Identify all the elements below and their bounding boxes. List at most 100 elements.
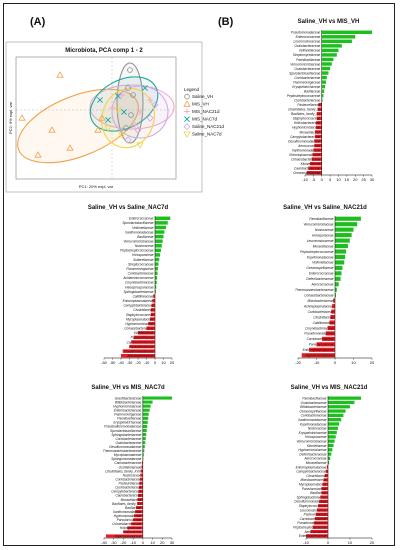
chart2-bar-30 (121, 353, 155, 358)
pca-point-mis-vh-6 (34, 151, 42, 158)
pca-point-saline-nac21d-0 (146, 114, 154, 122)
pca-point-saline-nac7d-3 (114, 107, 122, 114)
chart3-bar-21 (325, 331, 335, 336)
chart5-bar-25 (318, 504, 328, 508)
chart2-category-label-29: Pseudomonadaceae (124, 349, 153, 353)
pca-point-mis-nac21d-0 (119, 92, 125, 98)
pca-point-mis-vh-5 (98, 114, 106, 121)
chart5-category-label-22: Bacillaceae (310, 491, 327, 495)
chart1-bar-29 (310, 161, 322, 166)
chart3-category-label-19: Caldilineaceae (313, 321, 334, 325)
chart5-bar-16 (326, 465, 328, 469)
chart5-bar-29 (313, 521, 328, 525)
chart5-category-label-6: Kopriimonadaceae (300, 422, 327, 426)
chart5-bar-18 (324, 473, 328, 478)
chart1-category-label-24: Desulfuromonadaceae (288, 139, 320, 143)
chart1-bar-0 (321, 30, 372, 34)
pca-legend-label-3: MIS_NAC7d (192, 117, 218, 122)
chart3-category-label-20: Corynebacteriaceae (305, 326, 334, 330)
pca-point-mis-nac7d-1 (115, 93, 121, 99)
chart4-bar-6 (142, 420, 148, 424)
chart3-bar-1 (335, 222, 358, 227)
chart2-category-label-13: Acidaminococcaceae (122, 276, 153, 280)
chart3-x-tick-label-4: 20 (370, 360, 375, 365)
chart4-bar-13 (142, 449, 145, 453)
chart2-bar-22 (149, 317, 155, 321)
pca-legend-marker-3 (184, 116, 190, 123)
chart1-x-tick-label-3: 5 (329, 177, 332, 182)
chart3-category-label-25: Hyphomicrobiaceae (305, 354, 333, 358)
chart4-bar-4 (142, 412, 149, 416)
chart5-bar-13 (328, 452, 332, 456)
chart3-bar-23 (316, 342, 335, 347)
chart2-category-label-10: Streptococcaceae (128, 262, 154, 266)
pca-point-saline-nac21d-1 (134, 126, 142, 134)
chart3-x-tick-label-0: -20 (295, 360, 302, 365)
chart2-bar-19 (151, 303, 155, 308)
chart3-x-tick-label-2: 0 (334, 360, 337, 365)
chart3-bar-5 (335, 243, 348, 249)
chart4-bar-18 (140, 469, 143, 473)
chart2-bar-28 (129, 344, 155, 349)
chart4-bar-20 (139, 477, 143, 481)
chart4-bar-30 (133, 518, 143, 522)
chart2-x-tick-label-0: -60 (101, 360, 108, 365)
chart3-bar-12 (335, 282, 339, 287)
chart1-category-label-13: Bacillaceae (304, 89, 321, 93)
chart2-bar-7 (155, 248, 161, 253)
chart4-category-label-18: Clostridiales_family_XVIII (105, 469, 141, 473)
chart1-category-label-19: Staphylococcaceae (293, 117, 321, 121)
chart2-bar-15 (155, 285, 157, 289)
chart1-bar-20 (315, 121, 322, 125)
chart2-x-tick-label-5: -10 (144, 360, 151, 365)
chart1-x-tick-label-6: 20 (353, 177, 358, 182)
chart5-category-label-11: Kiloniellaceae (307, 444, 327, 448)
chart2-x-tick-label-8: 20 (170, 360, 175, 365)
chart4-category-label-5: Paenibacillaceae (117, 417, 141, 421)
chart4-bar-23 (138, 489, 143, 493)
chart3-category-label-17: Coriobacteriaceae (308, 310, 334, 314)
chart4-bar-32 (127, 526, 143, 530)
chart2-title: Saline_VH vs Saline_NAC7d (88, 205, 169, 211)
chart3-category-label-3: Holosporaceae (312, 233, 334, 237)
chart2-bar-5 (155, 239, 163, 243)
chart5-bar-28 (314, 517, 328, 521)
chart5-x-tick-label-2: 10 (348, 540, 353, 545)
chart2-x-tick-label-4: -20 (135, 360, 142, 365)
chart4-category-label-0: Gracilibacteraceae (115, 396, 142, 400)
chart4-bar-29 (134, 514, 143, 518)
chart1-x-tick-label-4: 10 (336, 177, 341, 182)
chart1-bar-5 (321, 53, 337, 57)
chart5-category-label-28: Carnobacteriaceae (300, 517, 327, 521)
chart4-bar-17 (141, 465, 143, 469)
chart4-x-tick-label-6: 20 (160, 540, 165, 545)
chart3-bar-15 (333, 298, 335, 303)
chart3-bar-4 (335, 238, 350, 243)
chart5-bar-19 (323, 478, 328, 482)
chart2-category-label-21: Staphylococcaceae (126, 313, 154, 317)
chart2-category-label-12: Coriobacteriaceae (128, 272, 154, 276)
chart4-x-tick-label-0: -40 (101, 540, 108, 545)
pca-point-mis-vh-4 (94, 126, 102, 133)
chart4-bar-25 (137, 497, 143, 501)
chart4-category-label-13: Thermoanaerobacteraceae (103, 449, 142, 453)
chart1-category-label-23: Campylobacteraceae (290, 135, 320, 139)
chart5-bar-4 (328, 413, 344, 417)
chart1-category-label-1: Enterococcaceae (296, 35, 321, 39)
chart4-x-tick-label-2: -20 (121, 540, 128, 545)
pca-point-mis-nac21d-1 (147, 97, 153, 103)
chart4-bar-26 (137, 501, 143, 506)
chart3-bar-22 (322, 336, 335, 341)
chart1-category-label-30: Caviobacteriaceae (294, 167, 321, 171)
chart4-category-label-17: Oscillatoriaceae (119, 465, 142, 469)
panel-label-b: (B) (218, 16, 234, 28)
chart2-x-tick-label-6: 0 (154, 360, 157, 365)
chart3-bar-19 (329, 320, 335, 325)
chart5-category-label-31: Aerococcaceae (304, 530, 327, 534)
chart2-bar-24 (146, 326, 155, 330)
chart5-category-label-7: Nostocaceae (308, 427, 327, 431)
chart2-category-label-30: Microbacteriaceae (127, 354, 153, 358)
chart2-bar-1 (155, 221, 168, 225)
chart4-category-label-26: Bacillales_family_XII (112, 502, 141, 506)
